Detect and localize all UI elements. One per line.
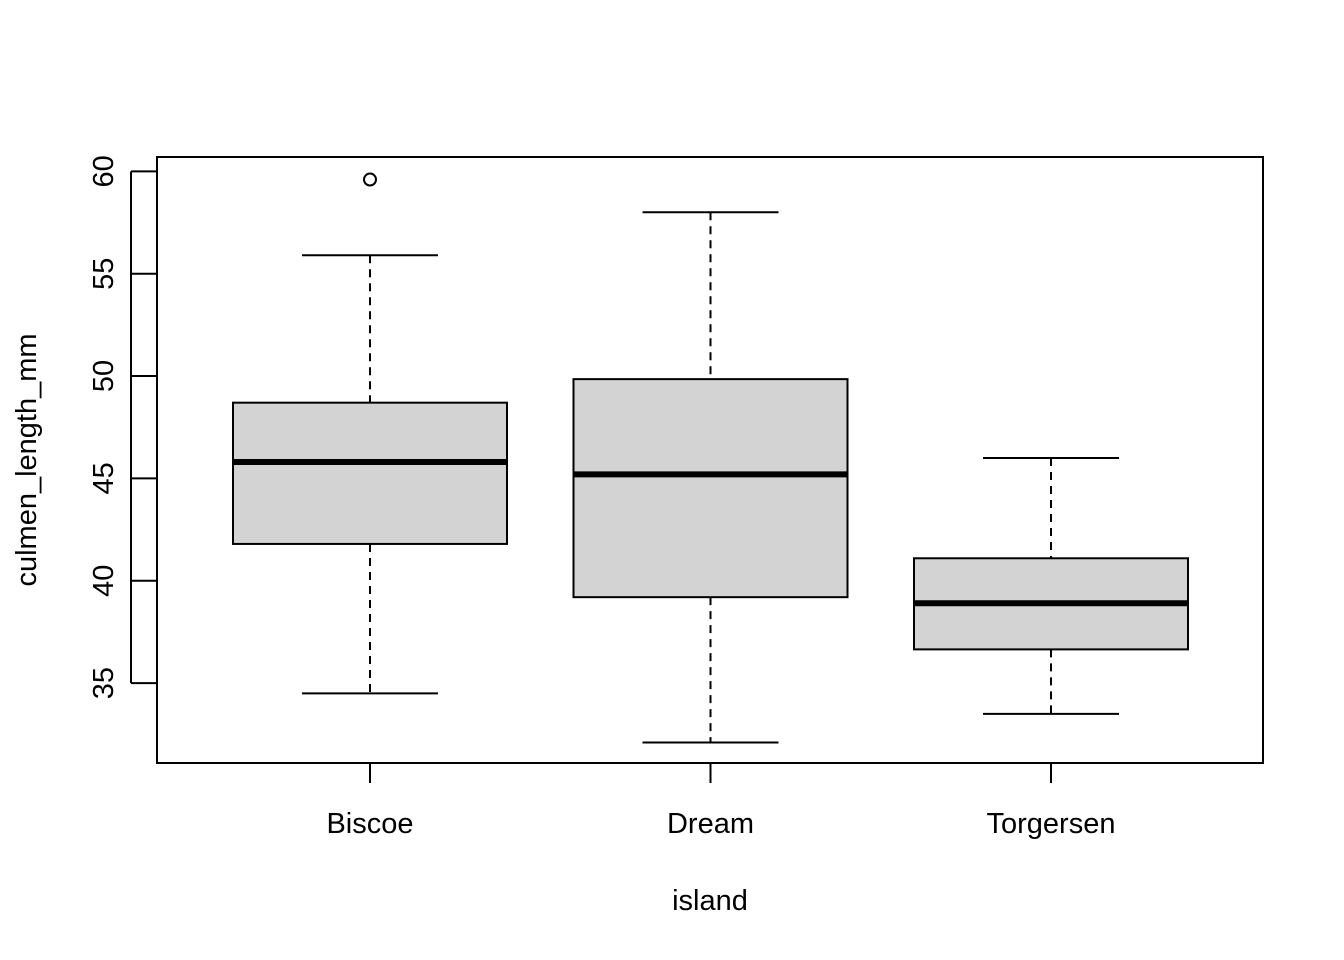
y-tick-label: 50 — [88, 360, 120, 392]
box-biscoe — [232, 172, 508, 695]
y-tick-label: 60 — [88, 155, 120, 187]
iqr-box — [232, 401, 508, 545]
y-tick-label: 45 — [88, 462, 120, 494]
x-axis: Biscoe Dream Torgersen — [326, 763, 1115, 840]
box-series — [232, 172, 1189, 744]
y-axis-title: culmen_length_mm — [11, 333, 43, 586]
x-tick-label: Dream — [667, 808, 754, 840]
y-tick-label: 55 — [88, 258, 120, 290]
box-dream — [572, 211, 849, 744]
y-tick-label: 35 — [88, 667, 120, 699]
x-axis-title: island — [672, 885, 748, 917]
y-tick-label: 40 — [88, 565, 120, 597]
iqr-box — [572, 378, 849, 599]
x-tick-label: Biscoe — [326, 808, 413, 840]
y-axis: 35 40 45 50 55 60 — [88, 155, 157, 699]
outlier-point — [363, 172, 377, 187]
x-tick-label: Torgersen — [987, 808, 1116, 840]
box-torgersen — [913, 456, 1189, 715]
